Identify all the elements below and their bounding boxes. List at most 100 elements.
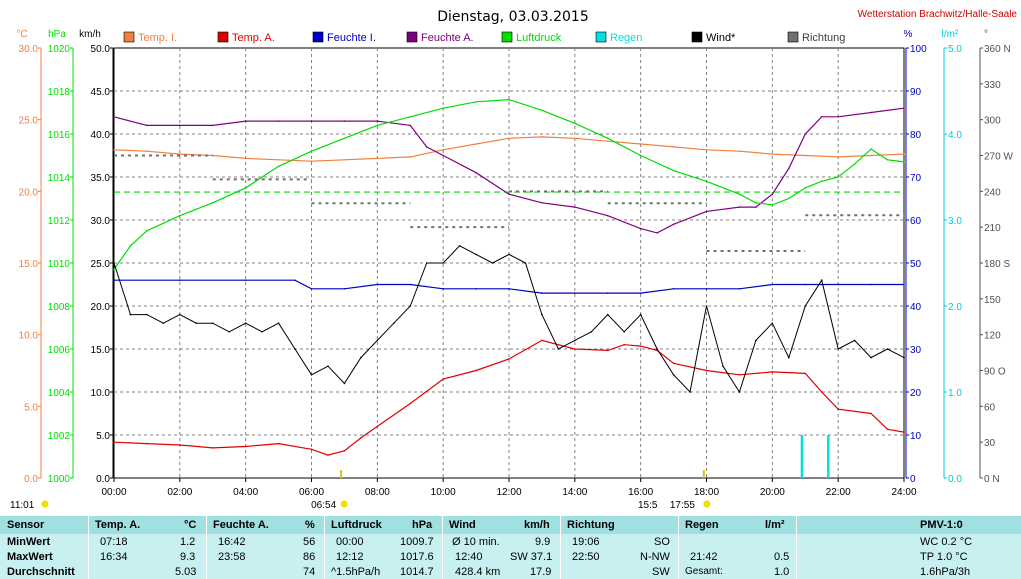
- axis-humidity-tick-label: 30: [910, 345, 922, 356]
- series-point-temp-i: [837, 156, 839, 158]
- series-point-wind: [853, 339, 856, 342]
- series-point-feuchte-a: [425, 146, 428, 148]
- axis-temp-tick-label: 0.0: [24, 474, 38, 485]
- series-point-temp-i: [705, 148, 708, 151]
- series-point-feuchte-i: [738, 288, 741, 290]
- series-point-luftdruck: [606, 137, 609, 140]
- x-tick-label: 22:00: [826, 487, 851, 498]
- series-point-feuchte-i: [837, 283, 839, 286]
- axis-humidity-unit: %: [904, 29, 913, 40]
- station-name: Wetterstation Brachwitz/Halle-Saale: [858, 9, 1018, 20]
- series-point-luftdruck: [853, 163, 856, 165]
- series-point-luftdruck: [738, 193, 741, 195]
- series-point-wind: [162, 322, 165, 325]
- dir-max-time: 22:50: [572, 551, 600, 563]
- series-point-wind: [327, 365, 329, 368]
- axis-direction-tick-label: 240: [984, 187, 1001, 198]
- series-point-wind: [458, 245, 461, 247]
- legend-swatch: [123, 31, 135, 43]
- press-avg: 1014.7: [400, 566, 434, 578]
- series-point-luftdruck: [310, 150, 313, 152]
- series-point-temp-i: [113, 148, 115, 151]
- axis-pressure-tick-label: 1006: [48, 345, 71, 356]
- series-point-wind: [376, 339, 379, 342]
- series-point-feuchte-i: [672, 288, 675, 290]
- header-pressure: Luftdruck: [331, 519, 382, 531]
- series-point-temp-i: [606, 140, 609, 142]
- series-point-luftdruck: [244, 186, 247, 189]
- axis-rain-unit: l/m²: [942, 29, 959, 40]
- moon-icon: [41, 500, 49, 508]
- series-point-luftdruck: [277, 165, 280, 168]
- series-point-temp-i: [310, 160, 313, 163]
- series-point-temp-a: [409, 402, 412, 405]
- axis-humidity-tick-label: 50: [910, 259, 922, 270]
- series-point-feuchte-i: [541, 292, 543, 294]
- hum-avg: 74: [303, 566, 316, 578]
- axis-humidity-tick-label: 70: [910, 173, 922, 184]
- axis-temp-tick-label: 20.0: [19, 187, 39, 198]
- series-point-temp-i: [574, 137, 576, 140]
- axis-pressure-tick-label: 1000: [48, 474, 71, 485]
- axis-direction-tick-label: 180 S: [984, 259, 1010, 270]
- header-rain: Regen: [685, 519, 719, 531]
- temp-avg: 5.03: [175, 566, 197, 578]
- axis-temp-tick-label: 30.0: [19, 44, 39, 55]
- axis-pressure-tick-label: 1016: [48, 130, 71, 141]
- axis-rain-tick-label: 1.0: [948, 388, 962, 399]
- series-point-feuchte-a: [409, 124, 412, 127]
- series-point-wind: [722, 365, 724, 368]
- series-point-feuchte-a: [656, 232, 658, 234]
- series-point-luftdruck: [755, 202, 757, 204]
- axis-temp-tick-label: 25.0: [19, 116, 39, 127]
- series-point-temp-i: [409, 156, 412, 158]
- series-point-temp-a: [903, 431, 905, 433]
- series-point-temp-i: [343, 159, 346, 161]
- series-point-temp-a: [244, 445, 247, 448]
- header-direction: Richtung: [567, 519, 615, 531]
- unit-pressure: hPa: [412, 519, 433, 531]
- series-point-feuchte-a: [343, 120, 346, 122]
- series-point-wind: [244, 322, 247, 325]
- axis-humidity-tick-label: 10: [910, 431, 922, 442]
- series-point-feuchte-a: [606, 214, 609, 217]
- series-point-wind: [409, 305, 412, 307]
- series-point-wind: [442, 262, 444, 264]
- row-maxwert: MaxWert: [7, 551, 53, 563]
- series-point-temp-a: [574, 348, 576, 350]
- axis-rain-tick-label: 4.0: [948, 130, 962, 141]
- series-point-temp-i: [870, 154, 872, 157]
- series-point-temp-a: [771, 371, 774, 373]
- series-point-feuchte-a: [837, 116, 839, 118]
- legend-label: Temp. A.: [232, 32, 275, 44]
- series-point-wind: [211, 322, 214, 325]
- series-point-feuchte-i: [639, 292, 642, 294]
- series-point-feuchte-i: [771, 283, 774, 286]
- press-max-value: 1017.6: [400, 551, 434, 563]
- x-tick-label: 00:00: [101, 487, 126, 498]
- header-humidity: Feuchte A.: [213, 519, 269, 531]
- series-point-luftdruck: [903, 161, 905, 163]
- axis-wind-tick-label: 10.0: [91, 388, 111, 399]
- weather-chart: 00:00 02:00 04:00 06:00 08:00 10:00 12:00 14:00…: [10, 9, 1018, 511]
- wind-max-value: SW 37.1: [510, 551, 553, 563]
- pmv-pressure-trend: 1.6hPa/3h: [920, 566, 971, 578]
- wind-max-time: 12:40: [455, 551, 483, 563]
- legend-swatch: [787, 31, 799, 43]
- series-point-feuchte-a: [244, 120, 247, 122]
- axis-wind-unit: km/h: [79, 29, 101, 40]
- series-point-feuchte-i: [606, 292, 609, 294]
- series-point-luftdruck: [343, 137, 346, 140]
- axis-pressure-tick-label: 1012: [48, 216, 71, 227]
- series-point-wind: [392, 322, 395, 325]
- legend-label: Feuchte A.: [421, 32, 474, 44]
- series-point-temp-i: [179, 153, 181, 155]
- chart-grid: [113, 47, 905, 479]
- header-pmv: PMV-1:0: [920, 519, 963, 531]
- axis-direction-tick-label: 120: [984, 331, 1001, 342]
- x-tick-label: 04:00: [233, 487, 258, 498]
- series-point-temp-a: [639, 345, 642, 347]
- plot-area: [113, 47, 905, 479]
- axis-wind-tick-label: 0.0: [96, 474, 110, 485]
- series-point-wind: [343, 382, 346, 385]
